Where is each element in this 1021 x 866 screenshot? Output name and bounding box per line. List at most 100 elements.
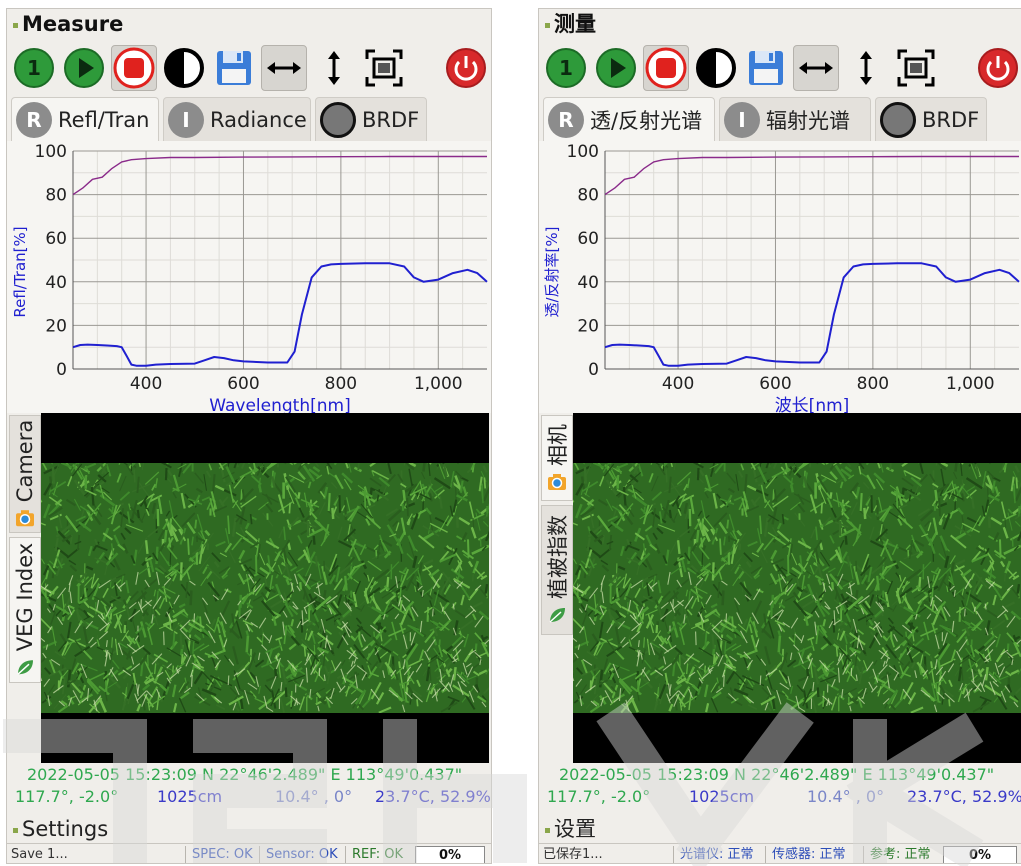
vertical-tabs: Camera VEG Index [9, 415, 41, 683]
tab-brdf[interactable]: BRDF [875, 97, 987, 141]
power-icon [978, 48, 1018, 88]
temperature-text: 23.7°C, 52.9% [907, 787, 1021, 806]
series-line-reference [72, 155, 487, 196]
save-button[interactable] [743, 45, 789, 91]
progress-value: 0% [415, 846, 485, 863]
sensor-status: Sensor: OK [259, 846, 338, 863]
fit-screen-button[interactable] [361, 45, 407, 91]
vertical-tabs: 相机 植被指数 [541, 415, 573, 681]
spec-status: SPEC: OK [185, 846, 253, 863]
horizontal-arrows-icon [799, 62, 833, 74]
fit-horizontal-button[interactable] [793, 45, 839, 91]
tab-label: Radiance [210, 107, 307, 132]
tab-radiance[interactable]: I 辐射光谱 [719, 97, 871, 141]
tab-refl-tran[interactable]: R Refl/Tran [11, 97, 159, 141]
i-icon: I [168, 101, 204, 138]
settings-label: 设置 [554, 817, 596, 841]
dark-reference-button[interactable] [161, 45, 207, 91]
y-tick-label: 100 [35, 142, 67, 162]
vertical-arrows-icon [860, 51, 872, 85]
window-title-text: 测量 [554, 12, 596, 36]
camera-icon [547, 472, 567, 492]
save-button[interactable] [211, 45, 257, 91]
x-tick-label: 1,000 [414, 374, 463, 394]
tab-camera-label: Camera [13, 419, 37, 503]
one-icon: 1 [14, 48, 54, 88]
save-icon [749, 51, 783, 85]
fit-screen-icon [365, 49, 403, 87]
window-title-text: Measure [22, 12, 124, 36]
tab-brdf[interactable]: BRDF [315, 97, 427, 141]
record-button[interactable] [643, 45, 689, 91]
height-text: 1025cm [689, 787, 755, 806]
measure-panel-chinese: 测量 1 R 透/反射光谱 [538, 8, 1021, 864]
contrast-icon [696, 48, 736, 88]
tab-veg-label: 植被指数 [546, 515, 570, 599]
y-axis-label: 透/反射率[%] [543, 226, 561, 317]
tab-refl-tran[interactable]: R 透/反射光谱 [543, 97, 715, 141]
tab-veg-index[interactable]: 植被指数 [541, 505, 573, 635]
spectrum-chart-svg: 0 20 40 60 80 100 400 600 800 1,000 Wavelength[nm]… [11, 142, 488, 413]
series-line-reference [604, 155, 1019, 196]
record-button[interactable] [111, 45, 157, 91]
settings-header[interactable]: Settings [7, 815, 491, 843]
leaf-icon [15, 657, 35, 677]
toolbar: 1 [11, 43, 487, 93]
fit-vertical-button[interactable] [311, 45, 357, 91]
tab-label: 透/反射光谱 [590, 108, 703, 133]
camera-icon [15, 508, 35, 528]
fit-horizontal-button[interactable] [261, 45, 307, 91]
x-tick-label: 400 [130, 374, 162, 394]
vertical-arrows-icon [328, 51, 340, 85]
leaf-icon [547, 605, 567, 625]
tab-label: 辐射光谱 [766, 108, 850, 133]
play-button[interactable] [61, 45, 107, 91]
tab-label: BRDF [362, 107, 420, 132]
status-bar: Save 1... SPEC: OK Sensor: OK REF: OK 0% [7, 843, 491, 863]
record-icon [645, 47, 687, 89]
y-tick-label: 80 [577, 186, 599, 206]
status-bar: 已保存1... 光谱仪: 正常 传感器: 正常 参考: 正常 0% [539, 843, 1021, 863]
spectrum-chart-svg: 0 20 40 60 80 100 400 600 800 1,000 波长[nm] 透/反射率[%] [543, 142, 1020, 413]
single-measure-button[interactable]: 1 [11, 45, 57, 91]
sensor-status: 传感器: 正常 [765, 846, 846, 863]
camera-preview [41, 413, 489, 763]
tab-veg-index[interactable]: VEG Index [9, 537, 41, 683]
play-button[interactable] [593, 45, 639, 91]
toolbar: 1 [543, 43, 1019, 93]
power-button[interactable] [975, 45, 1021, 91]
power-button[interactable] [443, 45, 489, 91]
power-icon [446, 48, 486, 88]
x-tick-label: 800 [325, 374, 357, 394]
series-line-spectrum [72, 262, 488, 367]
date-text: 2022-05-05 [559, 765, 652, 784]
time-text: 15:23:09 [125, 765, 197, 784]
settings-label: Settings [22, 817, 109, 841]
y-tick-label: 60 [45, 229, 67, 249]
play-icon [596, 48, 636, 88]
tab-camera[interactable]: Camera [9, 415, 41, 533]
spectrum-chart: 0 20 40 60 80 100 400 600 800 1,000 Wavelength[nm]… [7, 141, 491, 413]
camera-section: 相机 植被指数 [539, 413, 1021, 763]
save-icon [217, 51, 251, 85]
measure-tabs: R 透/反射光谱 I 辐射光谱 BRDF [543, 97, 1019, 141]
single-measure-button[interactable]: 1 [543, 45, 589, 91]
x-tick-label: 800 [857, 374, 889, 394]
settings-header[interactable]: 设置 [539, 815, 1021, 843]
fit-screen-button[interactable] [893, 45, 939, 91]
y-tick-label: 20 [577, 316, 599, 336]
fit-vertical-button[interactable] [843, 45, 889, 91]
tab-label: BRDF [922, 107, 980, 132]
date-text: 2022-05-05 [27, 765, 120, 784]
tab-radiance[interactable]: I Radiance [163, 97, 311, 141]
window-title: Measure [7, 9, 491, 39]
latitude-text: N 22°46'2.489" [734, 765, 858, 784]
dark-reference-button[interactable] [693, 45, 739, 91]
tab-camera[interactable]: 相机 [541, 415, 573, 501]
spectrum-chart: 0 20 40 60 80 100 400 600 800 1,000 波长[nm] 透/反射率[%] [539, 141, 1021, 413]
grass-photo [41, 463, 489, 713]
spec-status: 光谱仪: 正常 [673, 846, 754, 863]
x-tick-label: 600 [759, 374, 791, 394]
svg-text:1: 1 [27, 56, 41, 80]
svg-text:1: 1 [559, 56, 573, 80]
